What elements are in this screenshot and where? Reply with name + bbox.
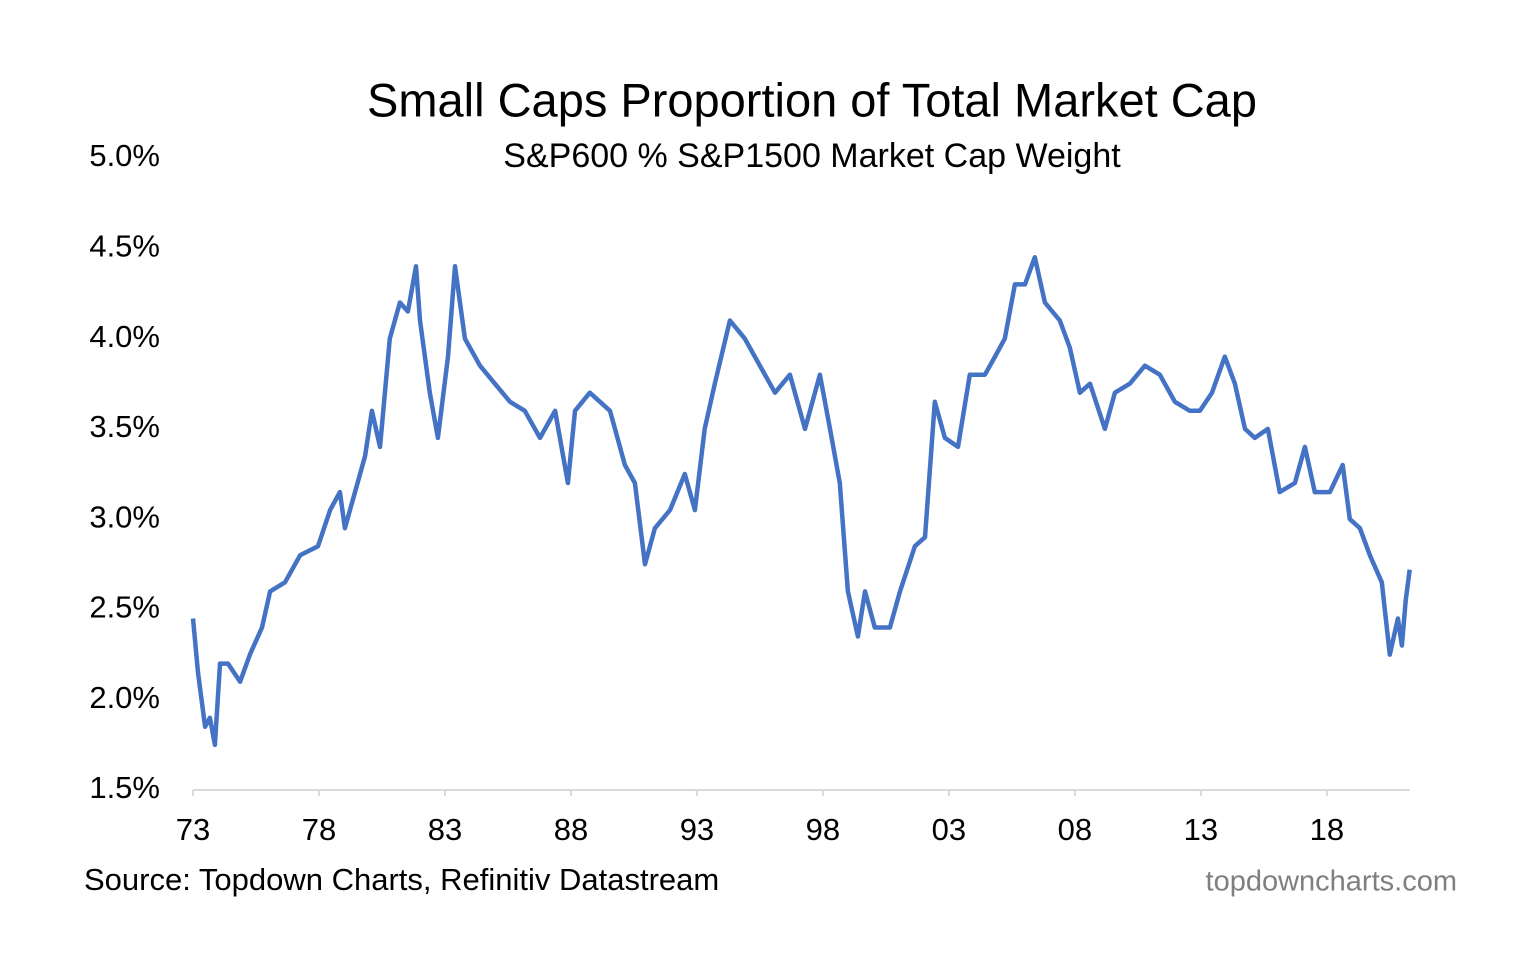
y-tick-label: 2.5%	[89, 590, 160, 625]
y-tick-label: 2.0%	[89, 680, 160, 715]
x-tick-label: 98	[806, 812, 840, 847]
y-tick-label: 4.5%	[89, 228, 160, 263]
x-tick-label: 83	[428, 812, 462, 847]
x-tick-label: 78	[302, 812, 336, 847]
chart-subtitle: S&P600 % S&P1500 Market Cap Weight	[503, 137, 1121, 175]
y-tick-label: 3.0%	[89, 499, 160, 534]
watermark: topdowncharts.com	[1206, 866, 1457, 898]
x-tick-label: 08	[1058, 812, 1092, 847]
source-note: Source: Topdown Charts, Refinitiv Datast…	[84, 862, 719, 897]
x-tick-label: 88	[554, 812, 588, 847]
y-tick-label: 4.0%	[89, 319, 160, 354]
y-tick-label: 3.5%	[89, 409, 160, 444]
series-line	[190, 255, 1412, 748]
y-tick-label: 5.0%	[89, 138, 160, 173]
x-tick-label: 93	[680, 812, 714, 847]
chart-title: Small Caps Proportion of Total Market Ca…	[367, 73, 1257, 126]
y-tick-label: 1.5%	[89, 770, 160, 805]
x-tick-label: 73	[176, 812, 210, 847]
x-tick-label: 13	[1184, 812, 1218, 847]
x-tick-label: 03	[932, 812, 966, 847]
x-tick-label: 18	[1310, 812, 1344, 847]
